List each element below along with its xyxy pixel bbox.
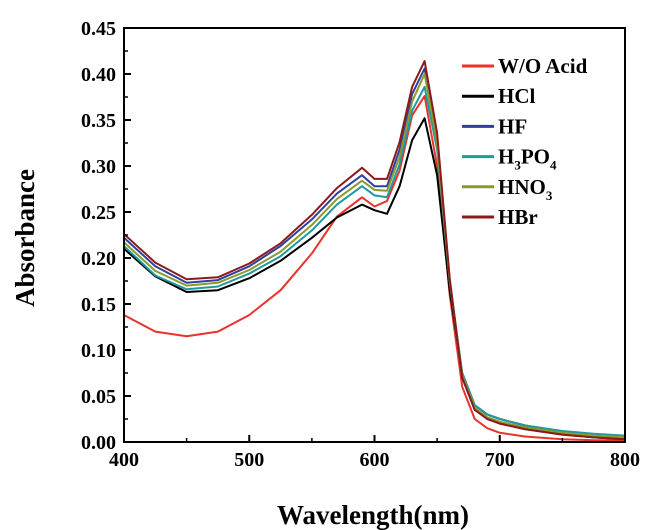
series-line-5 (123, 60, 626, 441)
legend-label-2: HF (498, 114, 527, 138)
legend-label-5: HBr (498, 205, 538, 229)
y-axis-title: Absorbance (10, 169, 40, 307)
y-tick-label: 0.25 (81, 202, 116, 224)
y-tick-label: 0.10 (81, 340, 116, 362)
y-tick-label: 0.45 (81, 18, 116, 40)
x-tick-label: 600 (360, 449, 390, 471)
x-tick-label: 400 (109, 449, 139, 471)
x-tick-label: 500 (234, 449, 264, 471)
y-tick-label: 0.05 (81, 386, 116, 408)
y-tick-label: 0.40 (81, 64, 116, 86)
series-line-4 (123, 73, 626, 439)
legend-label-4: HNO3 (498, 175, 553, 203)
x-tick-label: 800 (610, 449, 640, 471)
series-line-2 (123, 67, 626, 441)
legend-label-0: W/O Acid (498, 54, 588, 78)
series-lines (123, 60, 626, 442)
legend-label-3: H3PO4 (498, 145, 557, 173)
series-line-3 (123, 85, 626, 437)
y-tick-label: 0.20 (81, 248, 116, 270)
axes: 400 500 600 700 800 0.00 0.05 0.10 0.15 0.20 0.25 0… (81, 18, 640, 471)
y-tick-label: 0.30 (81, 156, 116, 178)
x-tick-label: 700 (485, 449, 515, 471)
plot-frame (123, 27, 626, 443)
x-axis-title: Wavelength(nm) (277, 500, 469, 530)
y-tick-label: 0.15 (81, 294, 116, 316)
legend-label-1: HCl (498, 84, 536, 108)
y-tick-label: 0.00 (81, 432, 116, 454)
y-tick-label: 0.35 (81, 110, 116, 132)
series-line-0 (123, 95, 625, 442)
